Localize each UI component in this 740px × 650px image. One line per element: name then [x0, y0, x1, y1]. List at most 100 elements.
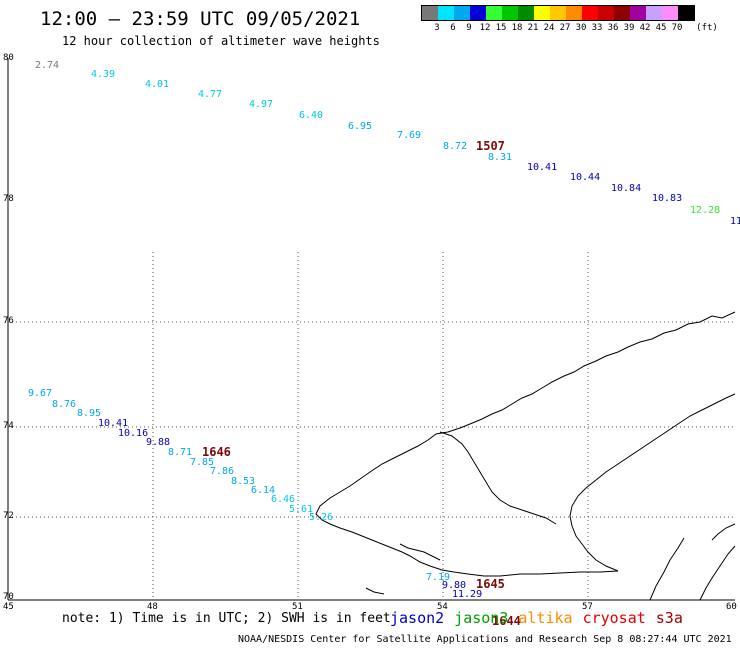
lat-label-76: 76: [3, 316, 14, 326]
legend-swatch: [662, 6, 678, 20]
lat-label-70: 70: [3, 592, 14, 602]
satellite-jason2: jason2: [390, 609, 445, 627]
wave-height-label: 10.41: [527, 162, 557, 173]
wave-height-label: 5.61: [289, 504, 313, 515]
legend-swatch: [502, 6, 518, 20]
legend-swatch: [630, 6, 646, 20]
pass-time-label: 1645: [476, 577, 505, 591]
legend-swatch: [470, 6, 486, 20]
legend-swatch: [486, 6, 502, 20]
wave-height-label: 7.85: [190, 457, 214, 468]
wave-height-label: 9.67: [28, 388, 52, 399]
lon-label-60: 60: [726, 602, 737, 612]
legend-swatch: [598, 6, 614, 20]
satellite-s3a: s3a: [655, 609, 683, 627]
pass-time-label: 1507: [476, 139, 505, 153]
legend-label: 70: [671, 23, 683, 33]
pass-time-label: 1644: [492, 614, 521, 628]
lon-label-57: 57: [582, 602, 593, 612]
legend-label: 21: [527, 23, 539, 33]
wave-height-label: 8.95: [77, 408, 101, 419]
legend-label: 24: [543, 23, 555, 33]
wave-height-label: 8.72: [443, 141, 467, 152]
lat-label-72: 72: [3, 511, 14, 521]
legend-labels: 3 6 9 12 15 18 21 24 27 30 33 36 39 42 45 70 (ft): [421, 21, 718, 33]
wave-height-label: 9.80: [442, 580, 466, 591]
wave-height-label: 7.69: [397, 130, 421, 141]
satellite-legend: jason2 jason3 altika cryosat s3a: [390, 609, 693, 627]
wave-height-label: 10.83: [652, 193, 682, 204]
satellite-altika: altika: [518, 609, 573, 627]
credit-line: NOAA/NESDIS Center for Satellite Applica…: [238, 634, 732, 645]
legend-label: 18: [511, 23, 523, 33]
axis-labels: 80 78 76 74 72 70 45 48 51 54 57 60: [3, 53, 737, 612]
legend-label: 33: [591, 23, 603, 33]
wave-height-label: 10.44: [570, 172, 600, 183]
wave-height-label: 4.77: [198, 89, 222, 100]
legend-label: 36: [607, 23, 619, 33]
legend-label: 27: [559, 23, 571, 33]
wave-height-label: 6.40: [299, 110, 323, 121]
legend-label: 15: [495, 23, 507, 33]
wave-height-tracks: 2.74 4.39 4.01 4.77 4.97 6.40 6.95 7.69 8.72 8.31…: [28, 60, 740, 628]
wave-height-label: 10.84: [611, 183, 641, 194]
legend-label: 39: [623, 23, 635, 33]
legend-label: 12: [479, 23, 491, 33]
wave-height-label: 6.95: [348, 121, 372, 132]
wave-height-label: 4.01: [145, 79, 169, 90]
wave-height-label: 4.97: [249, 99, 273, 110]
wave-height-label: 6.14: [251, 485, 275, 496]
note-text: note: 1) Time is in UTC; 2) SWH is in fe…: [62, 611, 391, 626]
legend-swatch: [438, 6, 454, 20]
wave-height-label: 10.41: [98, 418, 128, 429]
legend-label: 3: [434, 23, 440, 33]
legend-swatch: [422, 6, 438, 20]
wave-height-label: 7.86: [210, 466, 234, 477]
wave-height-legend: 3 6 9 12 15 18 21 24 27 30 33 36 39 42 45 70 (ft): [421, 5, 718, 33]
legend-swatch: [614, 6, 630, 20]
wave-height-label: 9.88: [146, 437, 170, 448]
lon-label-54: 54: [437, 602, 448, 612]
satellite-jason3: jason3: [454, 609, 509, 627]
legend-label: 6: [450, 23, 456, 33]
satellite-cryosat: cryosat: [582, 609, 646, 627]
wave-height-label: 12.28: [690, 205, 720, 216]
lon-label-45: 45: [3, 602, 14, 612]
legend-swatch: [678, 6, 694, 20]
lon-label-48: 48: [147, 602, 158, 612]
legend-swatch: [518, 6, 534, 20]
legend-swatch: [646, 6, 662, 20]
lat-label-74: 74: [3, 421, 14, 431]
legend-label: 30: [575, 23, 587, 33]
lon-label-51: 51: [292, 602, 303, 612]
wave-height-label: 10.16: [118, 428, 148, 439]
lat-label-78: 78: [3, 194, 14, 204]
page-subtitle: 12 hour collection of altimeter wave hei…: [62, 34, 380, 48]
wave-height-label: 6.46: [271, 494, 295, 505]
wave-height-label: 8.31: [488, 152, 512, 163]
wave-height-label: 7.19: [426, 572, 450, 583]
lat-label-80: 80: [3, 53, 14, 63]
page-title: 12:00 – 23:59 UTC 09/05/2021: [40, 8, 361, 30]
wave-height-label: 11: [730, 216, 740, 227]
map-frame: [7, 58, 735, 601]
legend-swatch: [550, 6, 566, 20]
legend-swatch: [566, 6, 582, 20]
wave-height-label: 5.26: [309, 512, 333, 523]
legend-swatches: [421, 5, 695, 21]
wave-height-label: 11.29: [452, 589, 482, 600]
legend-unit: (ft): [696, 23, 718, 33]
legend-label: 45: [655, 23, 667, 33]
wave-height-label: 8.76: [52, 399, 76, 410]
legend-swatch: [454, 6, 470, 20]
wave-height-label: 8.71: [168, 447, 192, 458]
wave-height-label: 2.74: [35, 60, 59, 71]
legend-label: 9: [466, 23, 472, 33]
coastline: [315, 311, 736, 601]
wave-height-label: 4.39: [91, 69, 115, 80]
wave-height-label: 8.53: [231, 476, 255, 487]
legend-swatch: [534, 6, 550, 20]
pass-time-label: 1646: [202, 445, 231, 459]
legend-label: 42: [639, 23, 651, 33]
